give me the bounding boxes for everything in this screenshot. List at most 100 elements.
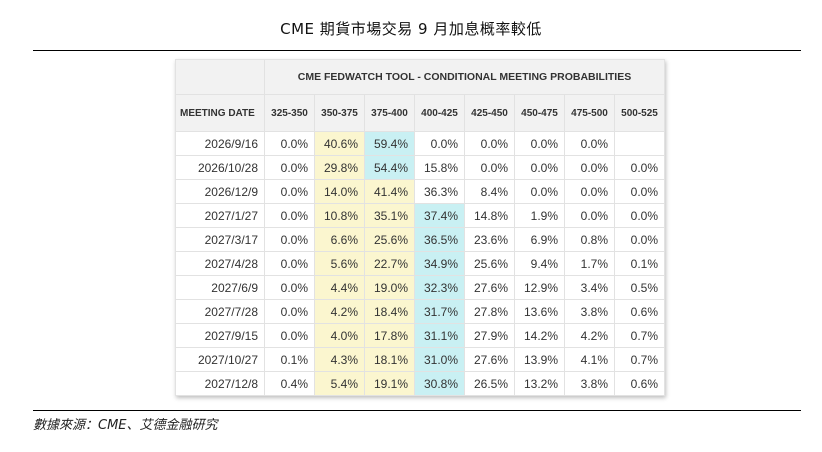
probability-cell: 0.0% [614, 179, 665, 204]
probability-cell: 3.8% [564, 371, 615, 396]
probability-cell: 3.4% [564, 275, 615, 300]
meeting-date-header: MEETING DATE [175, 94, 265, 132]
probability-cell: 40.6% [314, 131, 365, 156]
probability-cell: 0.0% [264, 251, 315, 276]
probability-cell: 6.6% [314, 227, 365, 252]
probability-cell: 0.0% [564, 131, 615, 156]
probability-cell: 0.0% [264, 179, 315, 204]
probability-cell: 31.1% [414, 323, 465, 348]
probability-cell: 35.1% [364, 203, 415, 228]
probability-cell: 4.3% [314, 347, 365, 372]
probability-cell: 34.9% [414, 251, 465, 276]
table-row: 2027/7/28 0.0% 4.2% 18.4% 31.7% 27.8% 13.6% 3.8… [175, 299, 665, 324]
probability-cell: 30.8% [414, 371, 465, 396]
probability-cell: 19.1% [364, 371, 415, 396]
probability-cell: 32.3% [414, 275, 465, 300]
probability-cell: 41.4% [364, 179, 415, 204]
probability-cell: 4.1% [564, 347, 615, 372]
table-row: 2026/9/16 0.0% 40.6% 59.4% 0.0% 0.0% 0.0% 0.0% [175, 131, 665, 156]
probability-cell: 0.6% [614, 299, 665, 324]
probability-cell: 23.6% [464, 227, 515, 252]
probability-cell: 0.6% [614, 371, 665, 396]
probability-cell: 25.6% [364, 227, 415, 252]
probability-cell: 5.6% [314, 251, 365, 276]
probability-cell: 36.3% [414, 179, 465, 204]
probability-cell: 0.5% [614, 275, 665, 300]
bottom-rule [33, 410, 801, 411]
probability-cell [614, 131, 665, 156]
probability-cell: 15.8% [414, 155, 465, 180]
probability-cell: 22.7% [364, 251, 415, 276]
probability-cell: 1.9% [514, 203, 565, 228]
probability-cell: 37.4% [414, 203, 465, 228]
probability-cell: 19.0% [364, 275, 415, 300]
top-rule [33, 50, 801, 51]
rate-range-header: 425-450 [464, 94, 515, 132]
probability-cell: 17.8% [364, 323, 415, 348]
probability-cell: 0.0% [264, 227, 315, 252]
table-row: 2027/10/27 0.1% 4.3% 18.1% 31.0% 27.6% 13.9% 4.… [175, 347, 665, 372]
rate-range-header: 400-425 [414, 94, 465, 132]
probability-cell: 6.9% [514, 227, 565, 252]
probability-cell: 0.0% [264, 131, 315, 156]
probability-table: CME FEDWATCH TOOL - CONDITIONAL MEETING … [175, 59, 665, 396]
probability-cell: 0.0% [264, 323, 315, 348]
probability-cell: 3.8% [564, 299, 615, 324]
probability-cell: 8.4% [464, 179, 515, 204]
probability-cell: 0.1% [614, 251, 665, 276]
probability-cell: 18.1% [364, 347, 415, 372]
probability-cell: 36.5% [414, 227, 465, 252]
rate-range-header: 375-400 [364, 94, 415, 132]
table-body: 2026/9/16 0.0% 40.6% 59.4% 0.0% 0.0% 0.0% 0.0% 2… [175, 131, 665, 396]
probability-cell: 4.4% [314, 275, 365, 300]
probability-cell: 31.7% [414, 299, 465, 324]
probability-cell: 0.0% [614, 203, 665, 228]
page-title: CME 期貨市場交易 9 月加息概率較低 [280, 20, 542, 38]
probability-cell: 1.7% [564, 251, 615, 276]
meeting-date-cell: 2026/10/28 [175, 155, 265, 180]
meeting-date-cell: 2027/7/28 [175, 299, 265, 324]
probability-cell: 27.6% [464, 275, 515, 300]
table-row: 2027/6/9 0.0% 4.4% 19.0% 32.3% 27.6% 12.9% 3.4%… [175, 275, 665, 300]
meeting-date-cell: 2027/12/8 [175, 371, 265, 396]
probability-cell: 13.9% [514, 347, 565, 372]
probability-cell: 0.7% [614, 323, 665, 348]
probability-cell: 27.6% [464, 347, 515, 372]
meeting-date-cell: 2026/9/16 [175, 131, 265, 156]
probability-cell: 4.0% [314, 323, 365, 348]
probability-cell: 29.8% [314, 155, 365, 180]
probability-cell: 10.8% [314, 203, 365, 228]
meeting-date-cell: 2027/9/15 [175, 323, 265, 348]
probability-cell: 0.0% [564, 155, 615, 180]
meeting-date-cell: 2027/10/27 [175, 347, 265, 372]
probability-cell: 0.0% [414, 131, 465, 156]
probability-cell: 4.2% [564, 323, 615, 348]
probability-cell: 18.4% [364, 299, 415, 324]
probability-cell: 5.4% [314, 371, 365, 396]
meeting-date-cell: 2027/6/9 [175, 275, 265, 300]
probability-cell: 13.6% [514, 299, 565, 324]
probability-cell: 26.5% [464, 371, 515, 396]
meeting-date-cell: 2027/3/17 [175, 227, 265, 252]
meeting-date-cell: 2026/12/9 [175, 179, 265, 204]
rate-range-header: 450-475 [514, 94, 565, 132]
probability-cell: 0.0% [264, 275, 315, 300]
table-super-header: CME FEDWATCH TOOL - CONDITIONAL MEETING … [264, 59, 665, 95]
probability-cell: 0.1% [264, 347, 315, 372]
probability-cell: 0.0% [564, 203, 615, 228]
probability-cell: 13.2% [514, 371, 565, 396]
probability-cell: 12.9% [514, 275, 565, 300]
probability-cell: 14.0% [314, 179, 365, 204]
table-row: 2027/4/28 0.0% 5.6% 22.7% 34.9% 25.6% 9.4% 1.7%… [175, 251, 665, 276]
probability-cell: 0.0% [264, 299, 315, 324]
table-row: 2026/12/9 0.0% 14.0% 41.4% 36.3% 8.4% 0.0% 0.0%… [175, 179, 665, 204]
probability-cell: 4.2% [314, 299, 365, 324]
rate-range-header: 325-350 [264, 94, 315, 132]
table-row: 2027/9/15 0.0% 4.0% 17.8% 31.1% 27.9% 14.2% 4.2… [175, 323, 665, 348]
table-row: 2027/12/8 0.4% 5.4% 19.1% 30.8% 26.5% 13.2% 3.8… [175, 371, 665, 396]
probability-cell: 0.0% [264, 203, 315, 228]
meeting-date-cell: 2027/4/28 [175, 251, 265, 276]
probability-cell: 14.8% [464, 203, 515, 228]
column-header-row: MEETING DATE 325-350 350-375 375-400 400-42… [175, 94, 665, 132]
rate-range-header: 350-375 [314, 94, 365, 132]
